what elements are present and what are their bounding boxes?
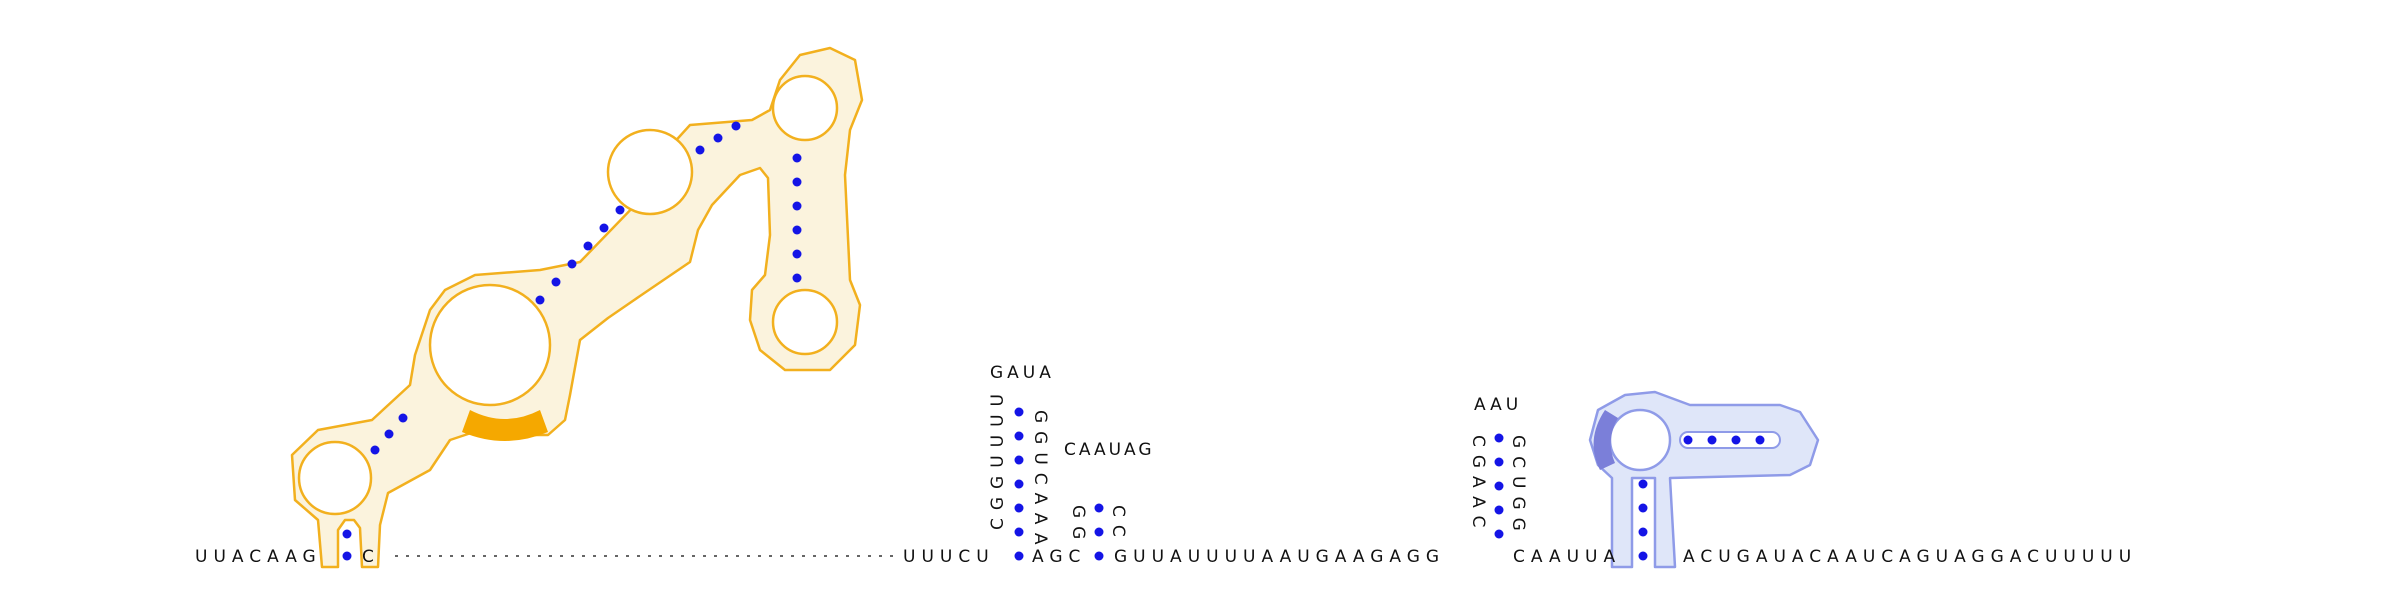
base-pair-dot: [342, 551, 352, 561]
base-pair-dot: [1014, 455, 1024, 465]
hairpin-right-right-stem: GCUGG: [1508, 435, 1528, 539]
base-pair-dot: [1494, 481, 1504, 491]
base-pair-dot: [792, 201, 802, 211]
base-pair-dot: [1755, 435, 1765, 445]
base-pair-dot: [535, 295, 545, 305]
hairpin-tall-right-stem: GGUCAAA: [1030, 410, 1050, 553]
strand-middle-2: AGC: [1032, 547, 1086, 567]
base-pair-dot: [1683, 435, 1693, 445]
hairpin-right-left-stem: CGAAC: [1468, 435, 1488, 535]
base-pair-dot: [731, 121, 741, 131]
base-pair-dot: [384, 429, 394, 439]
base-pair-dot: [695, 145, 705, 155]
base-pair-dot: [1494, 505, 1504, 515]
base-pair-dot: [342, 529, 352, 539]
base-pair-dot: [551, 277, 561, 287]
base-pair-dot: [398, 413, 408, 423]
strand-right: ACUGAUACAAUCAGUAGGACUUUUU: [1683, 547, 2137, 567]
orange-loop-mid: [606, 128, 694, 216]
blue-domain: [1588, 390, 1820, 569]
strand-middle-4: CAAUUA: [1513, 547, 1621, 567]
base-pair-dot: [1494, 433, 1504, 443]
base-pair-dot: [1638, 527, 1648, 537]
base-pair-dot: [1731, 435, 1741, 445]
strand-gap: C: [362, 547, 374, 567]
orange-domain: [290, 46, 864, 569]
base-pair-dot: [599, 223, 609, 233]
hairpin-right: CGAAC AAU GCUGG: [1468, 395, 1528, 539]
orange-loop-top: [771, 74, 839, 142]
base-pair-dot: [1638, 503, 1648, 513]
base-pair-dot: [370, 445, 380, 455]
base-pair-dots: [342, 121, 1765, 561]
blue-inner-channel: [1679, 431, 1781, 449]
base-pair-dot: [583, 241, 593, 251]
hairpin-small-right-stem: CC: [1108, 505, 1128, 545]
blue-loop: [1608, 408, 1672, 472]
sequence-row: UUACAAG C UUUCU AGC GUUAUUUUAAUGAAGAGG C…: [195, 547, 2137, 567]
hairpin-small-loop: CAAUAG: [1064, 440, 1155, 460]
orange-loop-large: [428, 283, 552, 407]
base-pair-dot: [1014, 551, 1024, 561]
base-pair-dot: [792, 225, 802, 235]
base-pair-dot: [1014, 527, 1024, 537]
base-pair-dot: [1094, 503, 1104, 513]
orange-domain-outline: [290, 46, 864, 569]
base-pair-dot: [567, 259, 577, 269]
base-pair-dot: [1494, 457, 1504, 467]
hairpin-tall-left-stem: CGGUUUU: [988, 386, 1008, 530]
base-pair-dot: [1638, 479, 1648, 489]
orange-highlight-segment: [462, 410, 548, 441]
hairpin-tall-loop: GAUA: [990, 363, 1055, 383]
base-pair-dot: [615, 205, 625, 215]
base-pair-dot: [1638, 551, 1648, 561]
orange-loop-small: [297, 440, 373, 516]
base-pair-dot: [792, 177, 802, 187]
base-pair-dot: [1094, 527, 1104, 537]
blue-highlight-segment: [1593, 410, 1618, 470]
base-pair-dot: [713, 133, 723, 143]
base-pair-dot: [792, 153, 802, 163]
base-pair-dot: [792, 273, 802, 283]
base-pair-dot: [1014, 479, 1024, 489]
base-pair-dot: [1094, 551, 1104, 561]
hairpin-tall: CGGUUUU GAUA GGUCAAA: [988, 363, 1055, 553]
base-pair-dot: [1014, 431, 1024, 441]
base-pair-dot: [792, 249, 802, 259]
hairpin-right-loop: AAU: [1474, 395, 1522, 415]
orange-loop-bottom: [771, 288, 839, 356]
base-pair-dot: [1014, 407, 1024, 417]
hairpin-small: GG CAAUAG CC: [1064, 440, 1155, 547]
hairpin-small-left-stem: GG: [1068, 505, 1088, 547]
base-pair-dot: [1494, 529, 1504, 539]
base-pair-dot: [1014, 503, 1024, 513]
strand-middle-3: GUUAUUUUAAUGAAGAGG: [1114, 547, 1445, 567]
base-pair-dot: [1707, 435, 1717, 445]
strand-middle-1: UUUCU: [903, 547, 995, 567]
strand-left: UUACAAG: [195, 547, 322, 567]
